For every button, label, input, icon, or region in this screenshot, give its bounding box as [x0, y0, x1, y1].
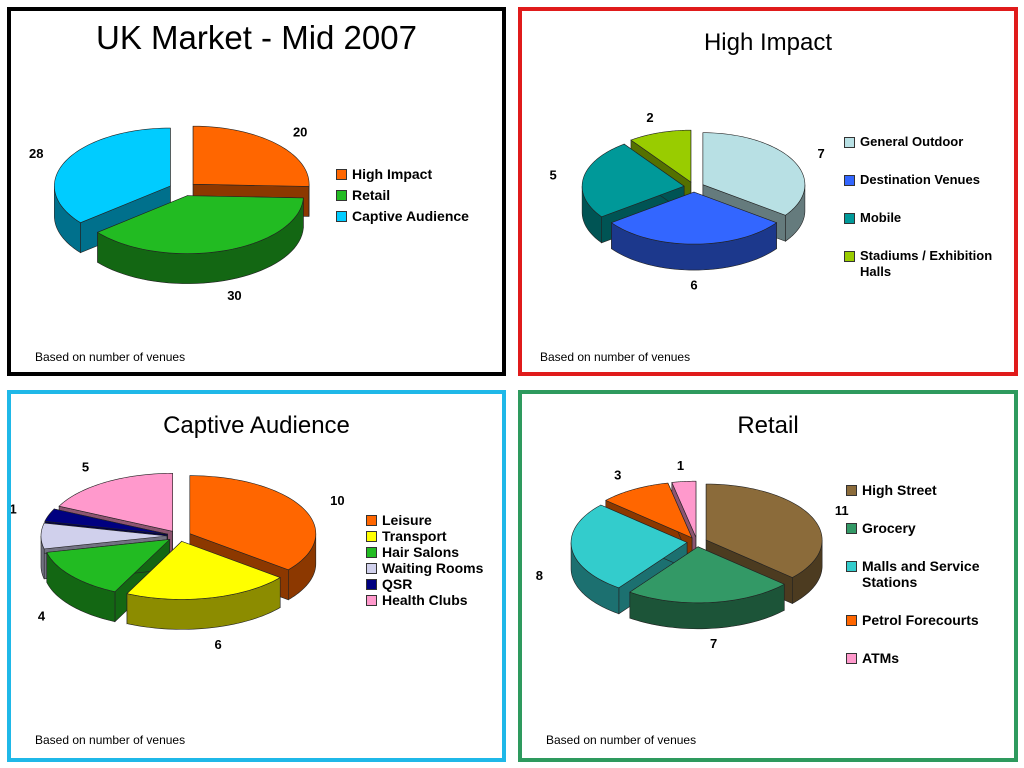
legend-item: Leisure	[366, 512, 483, 528]
chart-title: Captive Audience	[163, 412, 350, 439]
chart-title: High Impact	[703, 29, 833, 56]
legend-swatch	[366, 579, 377, 590]
legend-label: High Impact	[352, 166, 433, 182]
data-label: 8	[536, 568, 543, 583]
data-label: 1	[11, 501, 17, 516]
legend-label: Mobile	[860, 210, 902, 225]
legend-label: Captive Audience	[352, 208, 469, 224]
legend-label: Health Clubs	[382, 592, 468, 608]
legend-swatch	[366, 595, 377, 606]
data-label: 3	[614, 468, 621, 483]
legend-item: Petrol Forecourts	[846, 612, 1014, 628]
data-label: 7	[710, 636, 717, 651]
data-label: 10	[330, 493, 344, 508]
data-label: 20	[293, 125, 307, 140]
legend-item: Transport	[366, 528, 483, 544]
legend-label: QSR	[382, 576, 413, 592]
legend-swatch	[336, 190, 347, 201]
legend-item: Malls and Service Stations	[846, 558, 1014, 590]
legend-item: Destination Venues	[844, 172, 1014, 188]
pie-slice-transport	[126, 540, 281, 630]
legend-swatch	[844, 213, 855, 224]
legend-swatch	[844, 251, 855, 262]
legend-item: Mobile	[844, 210, 1014, 226]
data-label: 28	[29, 146, 43, 161]
data-label: 5	[82, 459, 89, 474]
data-label: 11	[835, 503, 849, 518]
legend-label: Retail	[352, 187, 391, 203]
panel-uk-market: UK Market - Mid 2007 20 30 28 High Impact R…	[7, 7, 506, 376]
legend-item: Hair Salons	[366, 544, 483, 560]
legend-item: Captive Audience	[336, 208, 469, 224]
data-label: 30	[227, 288, 241, 303]
pie-chart-retail: 11 7 8 3 1	[536, 458, 849, 651]
source-note: Based on number of venues	[35, 733, 186, 747]
legend-label: Grocery	[862, 520, 916, 536]
chart-title: UK Market - Mid 2007	[96, 19, 417, 56]
source-note: Based on number of venues	[540, 350, 691, 364]
legend-high-impact: General Outdoor Destination Venues Mobile S…	[844, 134, 1014, 302]
legend-label: Destination Venues	[860, 172, 980, 187]
pie-slice-destination-venues	[610, 191, 778, 271]
pie-chart-high-impact: 7 6 5 2	[550, 110, 825, 293]
legend-label: Transport	[382, 528, 447, 544]
data-label: 5	[550, 168, 557, 183]
legend-label: High Street	[862, 482, 937, 498]
legend-swatch	[846, 523, 857, 534]
legend-swatch	[366, 531, 377, 542]
pie-chart-uk-market: 20 30 28	[29, 125, 310, 303]
pie-slice-grocery	[629, 546, 785, 630]
pie-slice-retail	[96, 195, 304, 284]
legend-captive-audience: Leisure Transport Hair Salons Waiting Rooms…	[366, 512, 483, 608]
data-label: 1	[677, 458, 684, 473]
legend-swatch	[846, 561, 857, 572]
legend-item: Retail	[336, 187, 469, 203]
legend-label: Hair Salons	[382, 544, 460, 560]
legend-item: High Impact	[336, 166, 469, 182]
legend-swatch	[366, 515, 377, 526]
legend-label: Stadiums / Exhibition Halls	[860, 248, 993, 279]
data-label: 6	[215, 637, 222, 652]
legend-swatch	[336, 169, 347, 180]
legend-item: Health Clubs	[366, 592, 483, 608]
legend-swatch	[846, 653, 857, 664]
legend-item: Stadiums / Exhibition Halls	[844, 248, 1014, 280]
legend-label: Malls and Service Stations	[862, 558, 980, 590]
legend-label: ATMs	[862, 650, 900, 666]
data-label: 2	[646, 110, 653, 125]
legend-swatch	[336, 211, 347, 222]
legend-item: Waiting Rooms	[366, 560, 483, 576]
source-note: Based on number of venues	[546, 733, 697, 747]
legend-swatch	[846, 615, 857, 626]
legend-swatch	[844, 137, 855, 148]
legend-swatch	[846, 485, 857, 496]
data-label: 7	[817, 146, 824, 161]
panel-retail: Retail 11 7 8 3 1 High Street Grocery Malls an…	[518, 390, 1018, 762]
legend-label: General Outdoor	[860, 134, 964, 149]
legend-swatch	[366, 547, 377, 558]
data-label: 4	[38, 608, 46, 623]
chart-title: Retail	[737, 412, 799, 439]
legend-label: Waiting Rooms	[382, 560, 484, 576]
panel-captive-audience: Captive Audience 1064215 LeisureTranspor…	[7, 390, 506, 762]
legend-retail: High Street Grocery Malls and Service Stat…	[846, 482, 1014, 688]
legend-label: Leisure	[382, 512, 432, 528]
source-note: Based on number of venues	[35, 350, 186, 364]
pie-chart-captive-audience: 1064215	[11, 459, 345, 652]
legend-swatch	[844, 175, 855, 186]
legend-swatch	[366, 563, 377, 574]
legend-item: General Outdoor	[844, 134, 1014, 150]
legend-label: Petrol Forecourts	[862, 612, 979, 628]
data-label: 6	[690, 278, 697, 293]
legend-item: QSR	[366, 576, 483, 592]
legend-uk-market: High Impact Retail Captive Audience	[336, 166, 469, 229]
legend-item: Grocery	[846, 520, 1014, 536]
legend-item: ATMs	[846, 650, 1014, 666]
legend-item: High Street	[846, 482, 1014, 498]
panel-high-impact: High Impact 7 6 5 2 General Outdoor Destinat…	[518, 7, 1018, 376]
